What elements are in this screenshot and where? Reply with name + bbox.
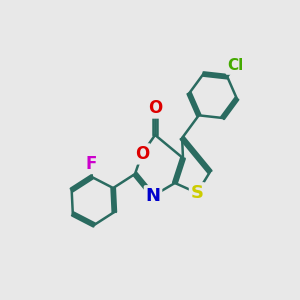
Text: O: O (148, 99, 162, 117)
Text: N: N (146, 187, 160, 205)
Text: F: F (85, 154, 97, 172)
Text: O: O (135, 145, 149, 163)
Text: Cl: Cl (227, 58, 243, 73)
Text: S: S (190, 184, 204, 202)
